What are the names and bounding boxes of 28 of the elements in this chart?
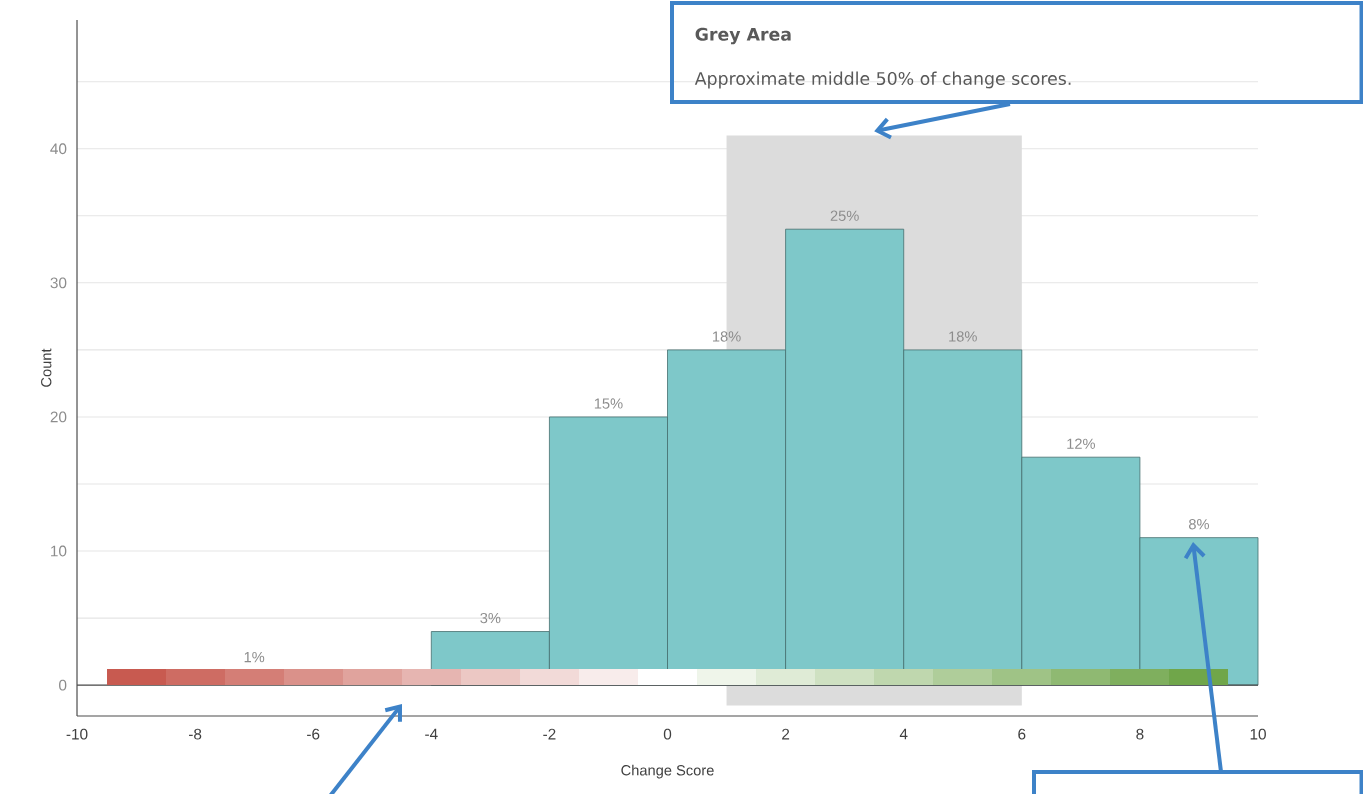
- x-tick-label: -4: [425, 728, 438, 740]
- x-tick-label: 2: [782, 728, 790, 740]
- x-tick-label: -8: [188, 728, 202, 740]
- annotation: 12%: [1067, 438, 1095, 449]
- y-tick-label: 30: [50, 277, 67, 289]
- annotation: 18%: [712, 331, 741, 342]
- y-axis-title: Count: [41, 348, 52, 387]
- annotation: Approximate middle 50% of change scores.: [694, 71, 1071, 89]
- y-tick-label: 0: [59, 679, 67, 691]
- x-axis-title: Change Score: [621, 764, 714, 779]
- x-tick-label: 0: [663, 728, 672, 740]
- x-tick-label: 4: [899, 728, 908, 740]
- annotation: 25%: [830, 210, 859, 221]
- x-tick-label: 10: [1250, 728, 1266, 740]
- annotation: 8%: [1188, 519, 1210, 530]
- annotation: 3%: [480, 612, 501, 624]
- x-tick-label: 8: [1136, 728, 1144, 740]
- y-tick-label: 10: [51, 545, 67, 557]
- x-tick-label: -10: [66, 728, 88, 740]
- y-tick-label: 40: [50, 143, 67, 155]
- x-tick-label: -2: [543, 728, 556, 740]
- annotation: 18%: [949, 331, 977, 342]
- annotation: 15%: [594, 398, 623, 409]
- annotation: Grey Area: [695, 27, 791, 45]
- y-tick-label: 20: [50, 411, 67, 423]
- x-tick-label: 6: [1018, 728, 1026, 740]
- annotation: 1%: [244, 651, 265, 663]
- x-tick-label: -6: [307, 728, 320, 740]
